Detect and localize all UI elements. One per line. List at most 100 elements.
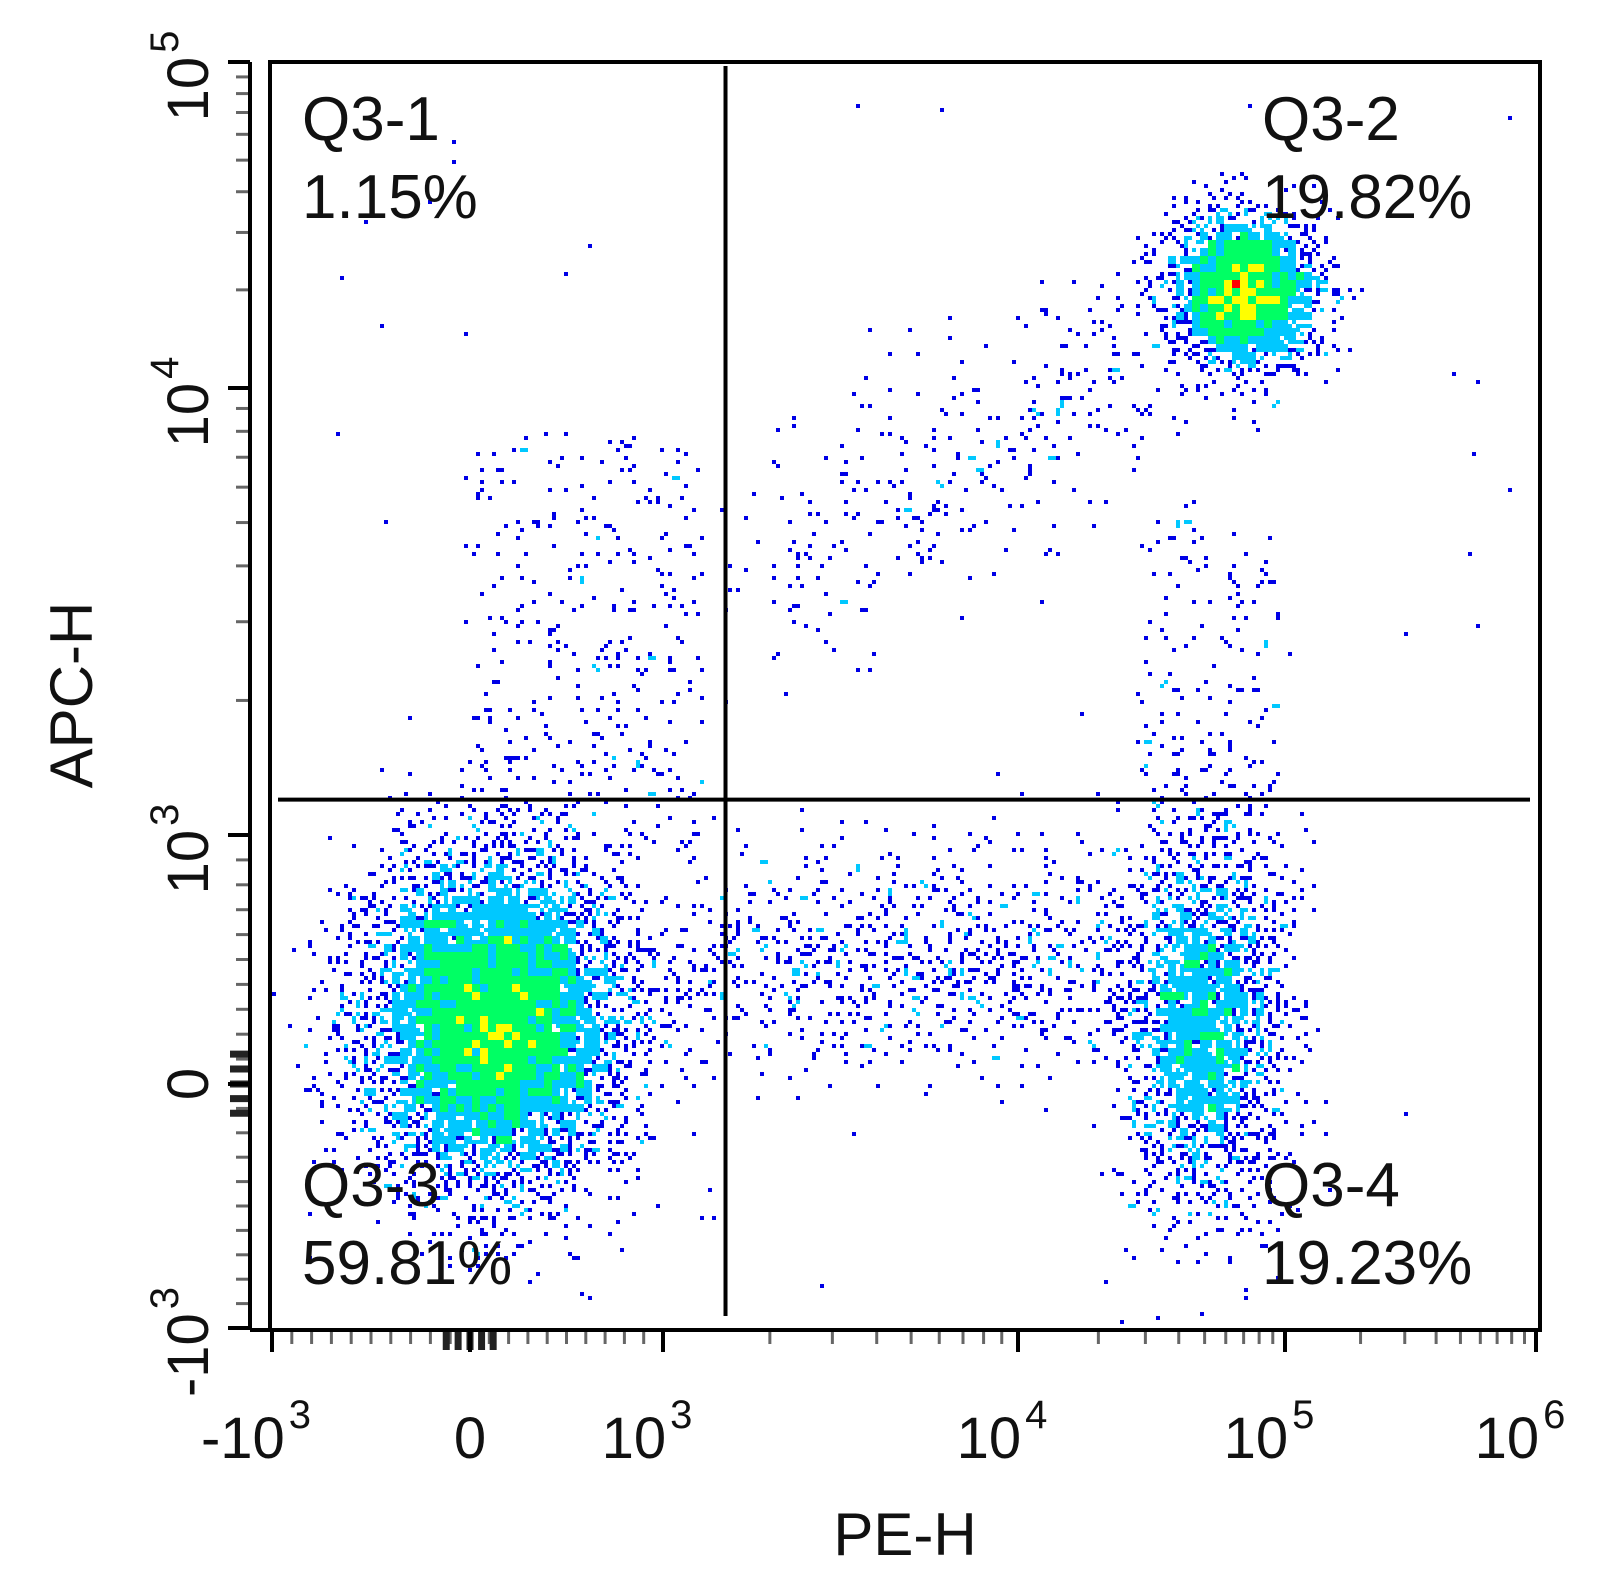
event-dot <box>1140 896 1144 900</box>
event-dot <box>1088 1040 1092 1044</box>
event-dot <box>600 1084 604 1088</box>
event-dot <box>388 1044 392 1048</box>
event-dot <box>1120 896 1124 900</box>
event-dot <box>1020 968 1024 972</box>
event-dot <box>364 1120 368 1124</box>
event-dot <box>632 1016 636 1020</box>
event-dot <box>1320 272 1324 276</box>
event-dot <box>1248 232 1256 240</box>
event-dot <box>592 904 596 908</box>
event-dot <box>484 816 488 820</box>
event-dot <box>568 1128 576 1136</box>
event-dot <box>1200 1104 1204 1108</box>
event-dots <box>272 104 1512 1324</box>
event-dot <box>588 1160 592 1164</box>
event-dot <box>400 832 404 836</box>
event-dot <box>848 996 852 1000</box>
event-dot <box>1148 1032 1152 1036</box>
event-dot <box>1220 916 1224 920</box>
event-dot <box>868 952 872 956</box>
event-dot <box>1256 1008 1264 1016</box>
event-dot <box>560 1128 564 1132</box>
event-dot <box>448 872 452 876</box>
event-dot <box>516 884 520 888</box>
event-dot <box>488 944 496 952</box>
event-dot <box>564 828 568 832</box>
event-dot <box>1244 1216 1248 1220</box>
event-dot <box>480 1048 488 1056</box>
event-dot <box>1248 828 1252 832</box>
event-dot <box>1296 1008 1300 1012</box>
event-dot <box>1168 1104 1172 1108</box>
event-dot <box>1276 1228 1280 1232</box>
event-dot <box>616 908 620 912</box>
event-dot <box>1232 960 1240 968</box>
event-dot <box>1124 1056 1128 1060</box>
event-dot <box>1120 1028 1124 1032</box>
event-dot <box>1264 344 1272 352</box>
event-dot <box>504 864 508 868</box>
event-dot <box>760 948 764 952</box>
event-dot <box>840 1036 844 1040</box>
event-dot <box>1180 1128 1184 1132</box>
event-dot <box>1232 372 1236 376</box>
event-dot <box>464 860 468 864</box>
event-dot <box>456 1172 460 1176</box>
event-dot <box>340 996 344 1000</box>
event-dot <box>572 836 576 840</box>
event-dot <box>1200 1180 1204 1184</box>
event-dot <box>544 1132 548 1136</box>
event-dot <box>472 904 480 912</box>
event-dot <box>560 1144 568 1152</box>
event-dot <box>1304 304 1308 308</box>
event-dot <box>1248 968 1252 972</box>
event-dot <box>464 1040 472 1048</box>
event-dot <box>480 912 488 920</box>
event-dot <box>512 920 520 928</box>
event-dot <box>1168 1056 1176 1064</box>
event-dot <box>820 868 824 872</box>
event-dot <box>1204 1136 1208 1140</box>
event-dot <box>1300 264 1304 268</box>
event-dot <box>464 1032 472 1040</box>
event-dot <box>1196 812 1200 816</box>
event-dot <box>456 1104 464 1112</box>
event-dot <box>1184 1008 1192 1016</box>
event-dot <box>448 968 456 976</box>
event-dot <box>1308 256 1312 260</box>
event-dot <box>392 880 396 884</box>
event-dot <box>1156 928 1160 932</box>
event-dot <box>528 1000 536 1008</box>
event-dot <box>440 864 448 872</box>
event-dot <box>1200 1124 1204 1128</box>
event-dot <box>376 908 380 912</box>
event-dot <box>324 1060 328 1064</box>
event-dot <box>424 1136 428 1140</box>
event-dot <box>1200 340 1204 344</box>
event-dot <box>1300 888 1304 892</box>
event-dot <box>1240 928 1248 936</box>
event-dot <box>1288 288 1296 296</box>
event-dot <box>392 1068 396 1072</box>
event-dot <box>1248 876 1252 880</box>
event-dot <box>1212 840 1216 844</box>
event-dot <box>840 940 844 944</box>
event-dot <box>564 984 568 988</box>
event-dot <box>380 900 384 904</box>
event-dot <box>596 1012 600 1016</box>
event-dot <box>1192 1144 1196 1148</box>
event-dot <box>1196 1212 1200 1216</box>
event-dot <box>480 900 484 904</box>
event-dot <box>1288 264 1296 272</box>
event-dot <box>1196 1148 1200 1152</box>
event-dot <box>364 976 368 980</box>
event-dot <box>1252 1088 1256 1092</box>
event-dot <box>1288 364 1292 368</box>
event-dot <box>908 988 912 992</box>
event-dot <box>1292 996 1296 1000</box>
event-dot <box>336 1104 340 1108</box>
event-dot <box>1176 1088 1184 1096</box>
event-dot <box>560 1072 568 1080</box>
event-dot <box>504 1176 508 1180</box>
event-dot <box>1160 744 1164 748</box>
